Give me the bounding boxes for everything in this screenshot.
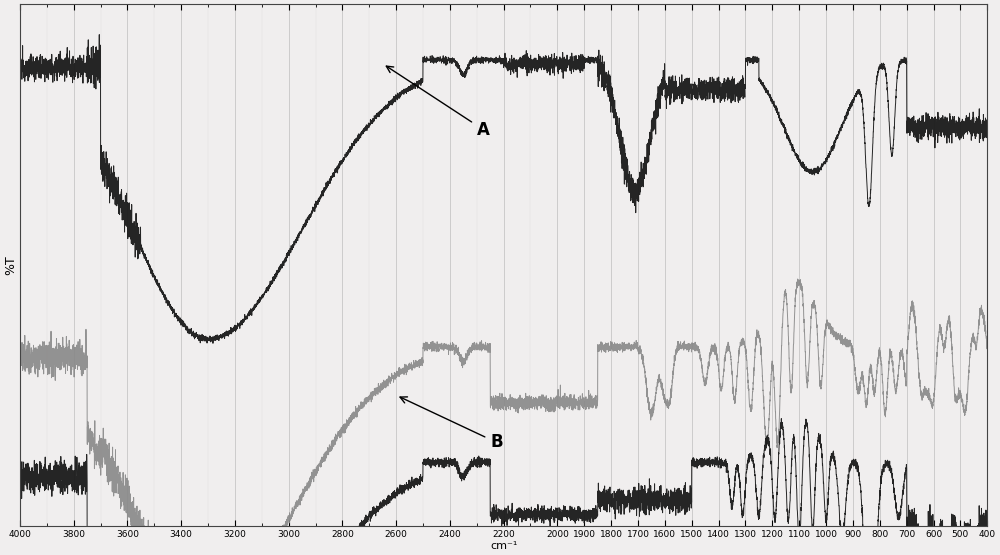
Text: A: A	[386, 66, 490, 139]
Y-axis label: %T: %T	[4, 255, 17, 275]
X-axis label: cm⁻¹: cm⁻¹	[490, 541, 517, 551]
Text: B: B	[400, 397, 503, 451]
Text: C: C	[0, 554, 1, 555]
